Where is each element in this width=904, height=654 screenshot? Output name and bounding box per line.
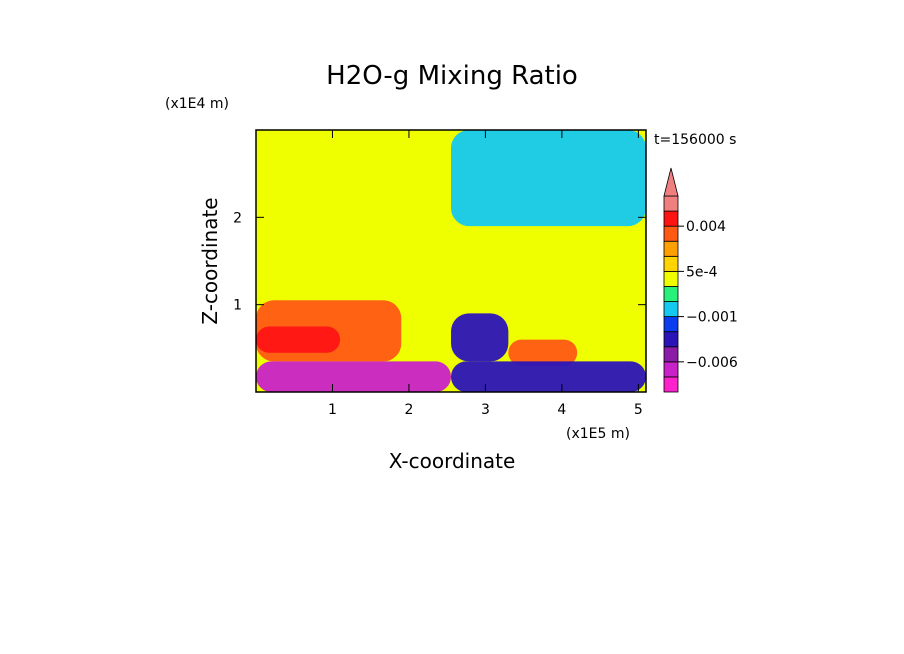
colorbar-segment	[663, 376, 679, 393]
colorbar-segment	[663, 361, 679, 378]
chart-title: H2O-g Mixing Ratio	[326, 61, 578, 91]
y-multiplier-label: (x1E4 m)	[165, 96, 229, 112]
time-label: t=156000 s	[654, 132, 736, 148]
colorbar: 0.004 5e-4 −0.001 −0.006	[663, 167, 738, 393]
colorbar-segment	[663, 316, 679, 333]
y-axis: 12	[233, 210, 646, 314]
colorbar-extend-triangle	[663, 167, 679, 197]
x-axis: 1 2 3 4 5	[328, 130, 643, 418]
field-region	[256, 326, 341, 353]
y-tick-label: 2	[233, 210, 242, 226]
colorbar-segment	[663, 331, 679, 348]
field-region	[451, 130, 646, 227]
colorbar-segment	[663, 195, 679, 212]
plot-area	[256, 130, 646, 392]
colorbar-tick-label: 0.004	[686, 219, 726, 235]
colorbar-tick-label: −0.001	[686, 310, 738, 326]
colorbar-segment	[663, 210, 679, 227]
field-region	[451, 361, 646, 392]
y-tick-label: 1	[233, 298, 242, 314]
colorbar-segment	[663, 240, 679, 257]
field-region	[508, 339, 578, 366]
colorbar-tick-label: −0.006	[686, 355, 738, 371]
colorbar-segment	[663, 270, 679, 287]
x-axis-label: X-coordinate	[389, 449, 516, 473]
colorbar-segment	[663, 286, 679, 302]
x-tick-label: 1	[328, 402, 337, 418]
x-tick-label: 2	[404, 402, 413, 418]
x-tick-label: 5	[634, 402, 643, 418]
x-tick-label: 3	[481, 402, 490, 418]
x-multiplier-label: (x1E5 m)	[566, 426, 630, 442]
x-tick-label: 4	[557, 402, 566, 418]
field-region	[451, 313, 509, 362]
colorbar-segment	[663, 255, 679, 272]
field-region	[256, 361, 451, 392]
plot-frame	[255, 129, 647, 393]
colorbar-segment	[663, 301, 679, 318]
colorbar-tick-label: 5e-4	[686, 264, 718, 280]
colorbar-segment	[663, 346, 679, 363]
y-axis-label: Z-coordinate	[198, 197, 222, 324]
colorbar-segment	[663, 225, 679, 242]
